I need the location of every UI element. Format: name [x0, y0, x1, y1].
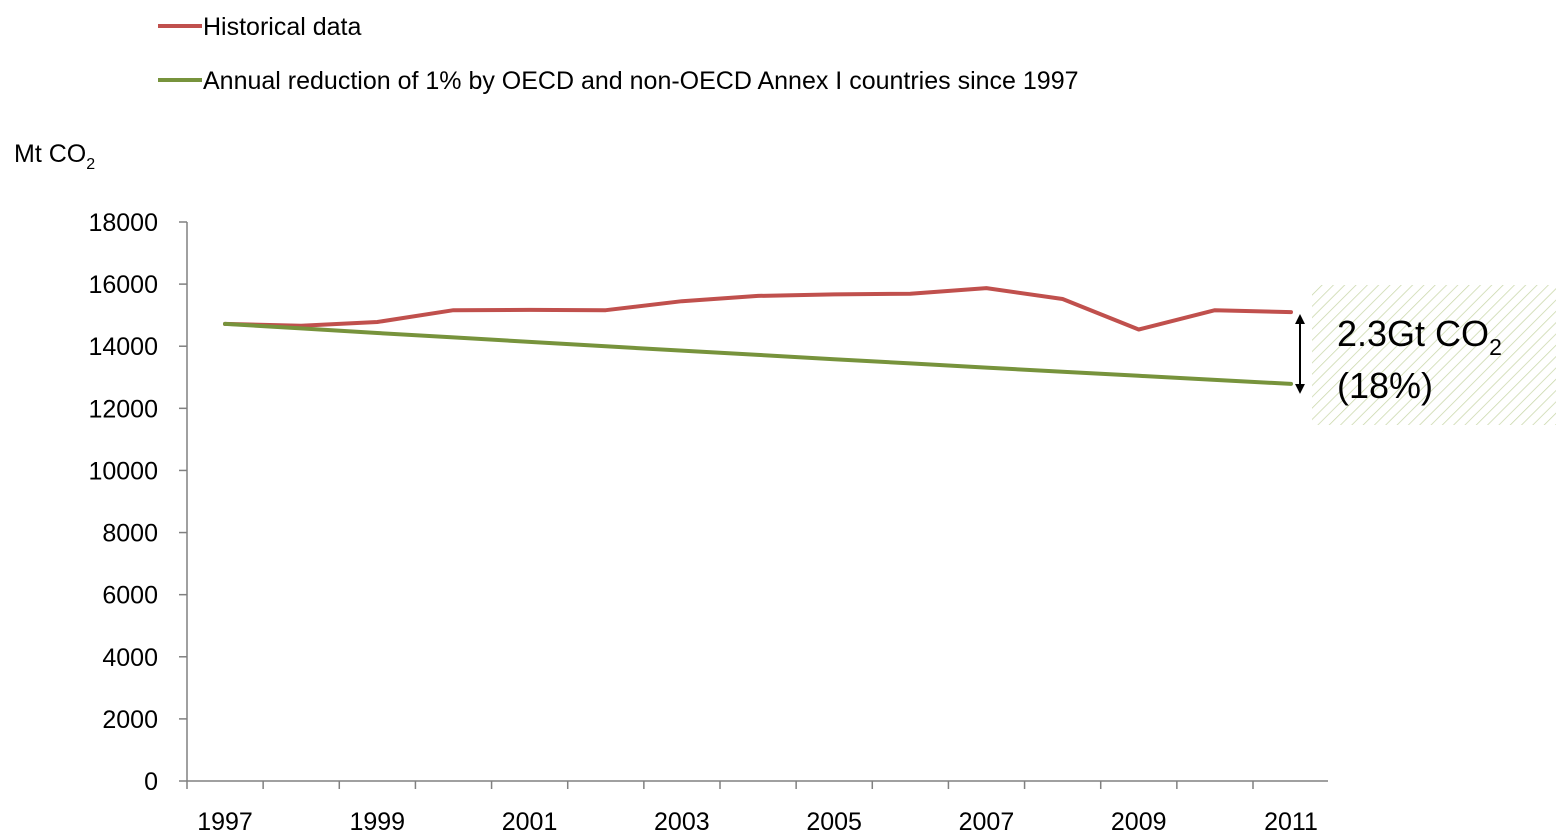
y-tick-label: 14000: [88, 333, 158, 361]
x-tick-label: 2003: [654, 808, 710, 836]
annotation-hatch-box: [1312, 285, 1556, 425]
y-tick-label: 0: [144, 768, 158, 796]
x-tick-label: 2009: [1111, 808, 1167, 836]
x-tick-label: 1999: [349, 808, 405, 836]
x-tick-label: 2001: [502, 808, 558, 836]
y-tick-label: 12000: [88, 395, 158, 423]
y-tick-label: 10000: [88, 457, 158, 485]
annotation-gap-value: 2.3Gt CO2: [1337, 313, 1502, 360]
x-axis-ticks: 1997 1999 2001 2003 2005 2007 2009 2011: [186, 781, 1318, 836]
annotation-gap-base: 2.3Gt CO: [1337, 313, 1489, 354]
y-axis-unit-label: Mt CO2: [14, 140, 95, 173]
x-tick-label: 2011: [1264, 808, 1318, 836]
legend: Historical data Annual reduction of 1% b…: [158, 13, 1079, 95]
y-tick-label: 16000: [88, 271, 158, 299]
x-tick-label: 1997: [197, 808, 253, 836]
y-tick-label: 4000: [102, 644, 158, 672]
y-tick-label: 6000: [102, 582, 158, 610]
x-tick-label: 2005: [806, 808, 862, 836]
series-layer: [223, 286, 1293, 386]
annotation-gap-subscript: 2: [1489, 334, 1502, 360]
y-unit-subscript: 2: [86, 156, 95, 173]
x-tick-label: 2007: [959, 808, 1015, 836]
y-axis-ticks: 0 2000 4000 6000 8000 10000 12000 14000 16000 180…: [88, 209, 187, 796]
y-tick-label: 18000: [88, 209, 158, 237]
y-tick-label: 2000: [102, 706, 158, 734]
legend-label-historical: Historical data: [203, 13, 361, 41]
legend-label-reduction: Annual reduction of 1% by OECD and non-O…: [203, 67, 1079, 95]
y-tick-label: 8000: [102, 520, 158, 548]
y-unit-base: Mt CO: [14, 140, 86, 168]
series-line-0: [223, 286, 1293, 332]
annotation-gap-percent: (18%): [1337, 365, 1433, 406]
series-line-1: [223, 321, 1293, 386]
